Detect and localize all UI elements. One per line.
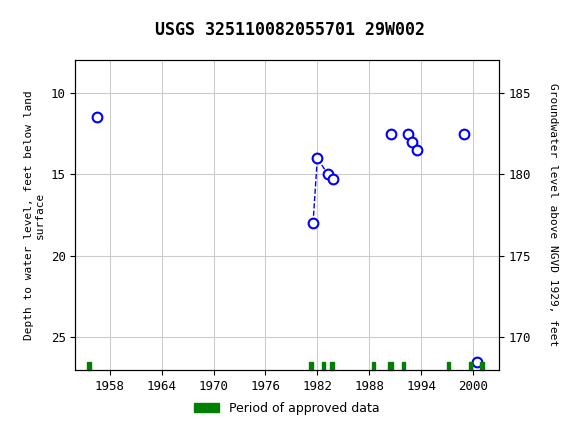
Bar — [388, 362, 393, 370]
Bar — [86, 362, 91, 370]
Bar — [372, 362, 375, 370]
Legend: Period of approved data: Period of approved data — [189, 397, 385, 420]
Bar — [330, 362, 334, 370]
Y-axis label: Depth to water level, feet below land
surface: Depth to water level, feet below land su… — [24, 90, 45, 340]
Bar — [309, 362, 313, 370]
Text: ≡USGS: ≡USGS — [6, 12, 64, 31]
Bar — [447, 362, 451, 370]
Bar — [322, 362, 325, 370]
Bar — [480, 362, 484, 370]
Bar — [402, 362, 405, 370]
Y-axis label: Groundwater level above NGVD 1929, feet: Groundwater level above NGVD 1929, feet — [548, 83, 558, 347]
Bar — [469, 362, 472, 370]
Text: USGS 325110082055701 29W002: USGS 325110082055701 29W002 — [155, 21, 425, 39]
